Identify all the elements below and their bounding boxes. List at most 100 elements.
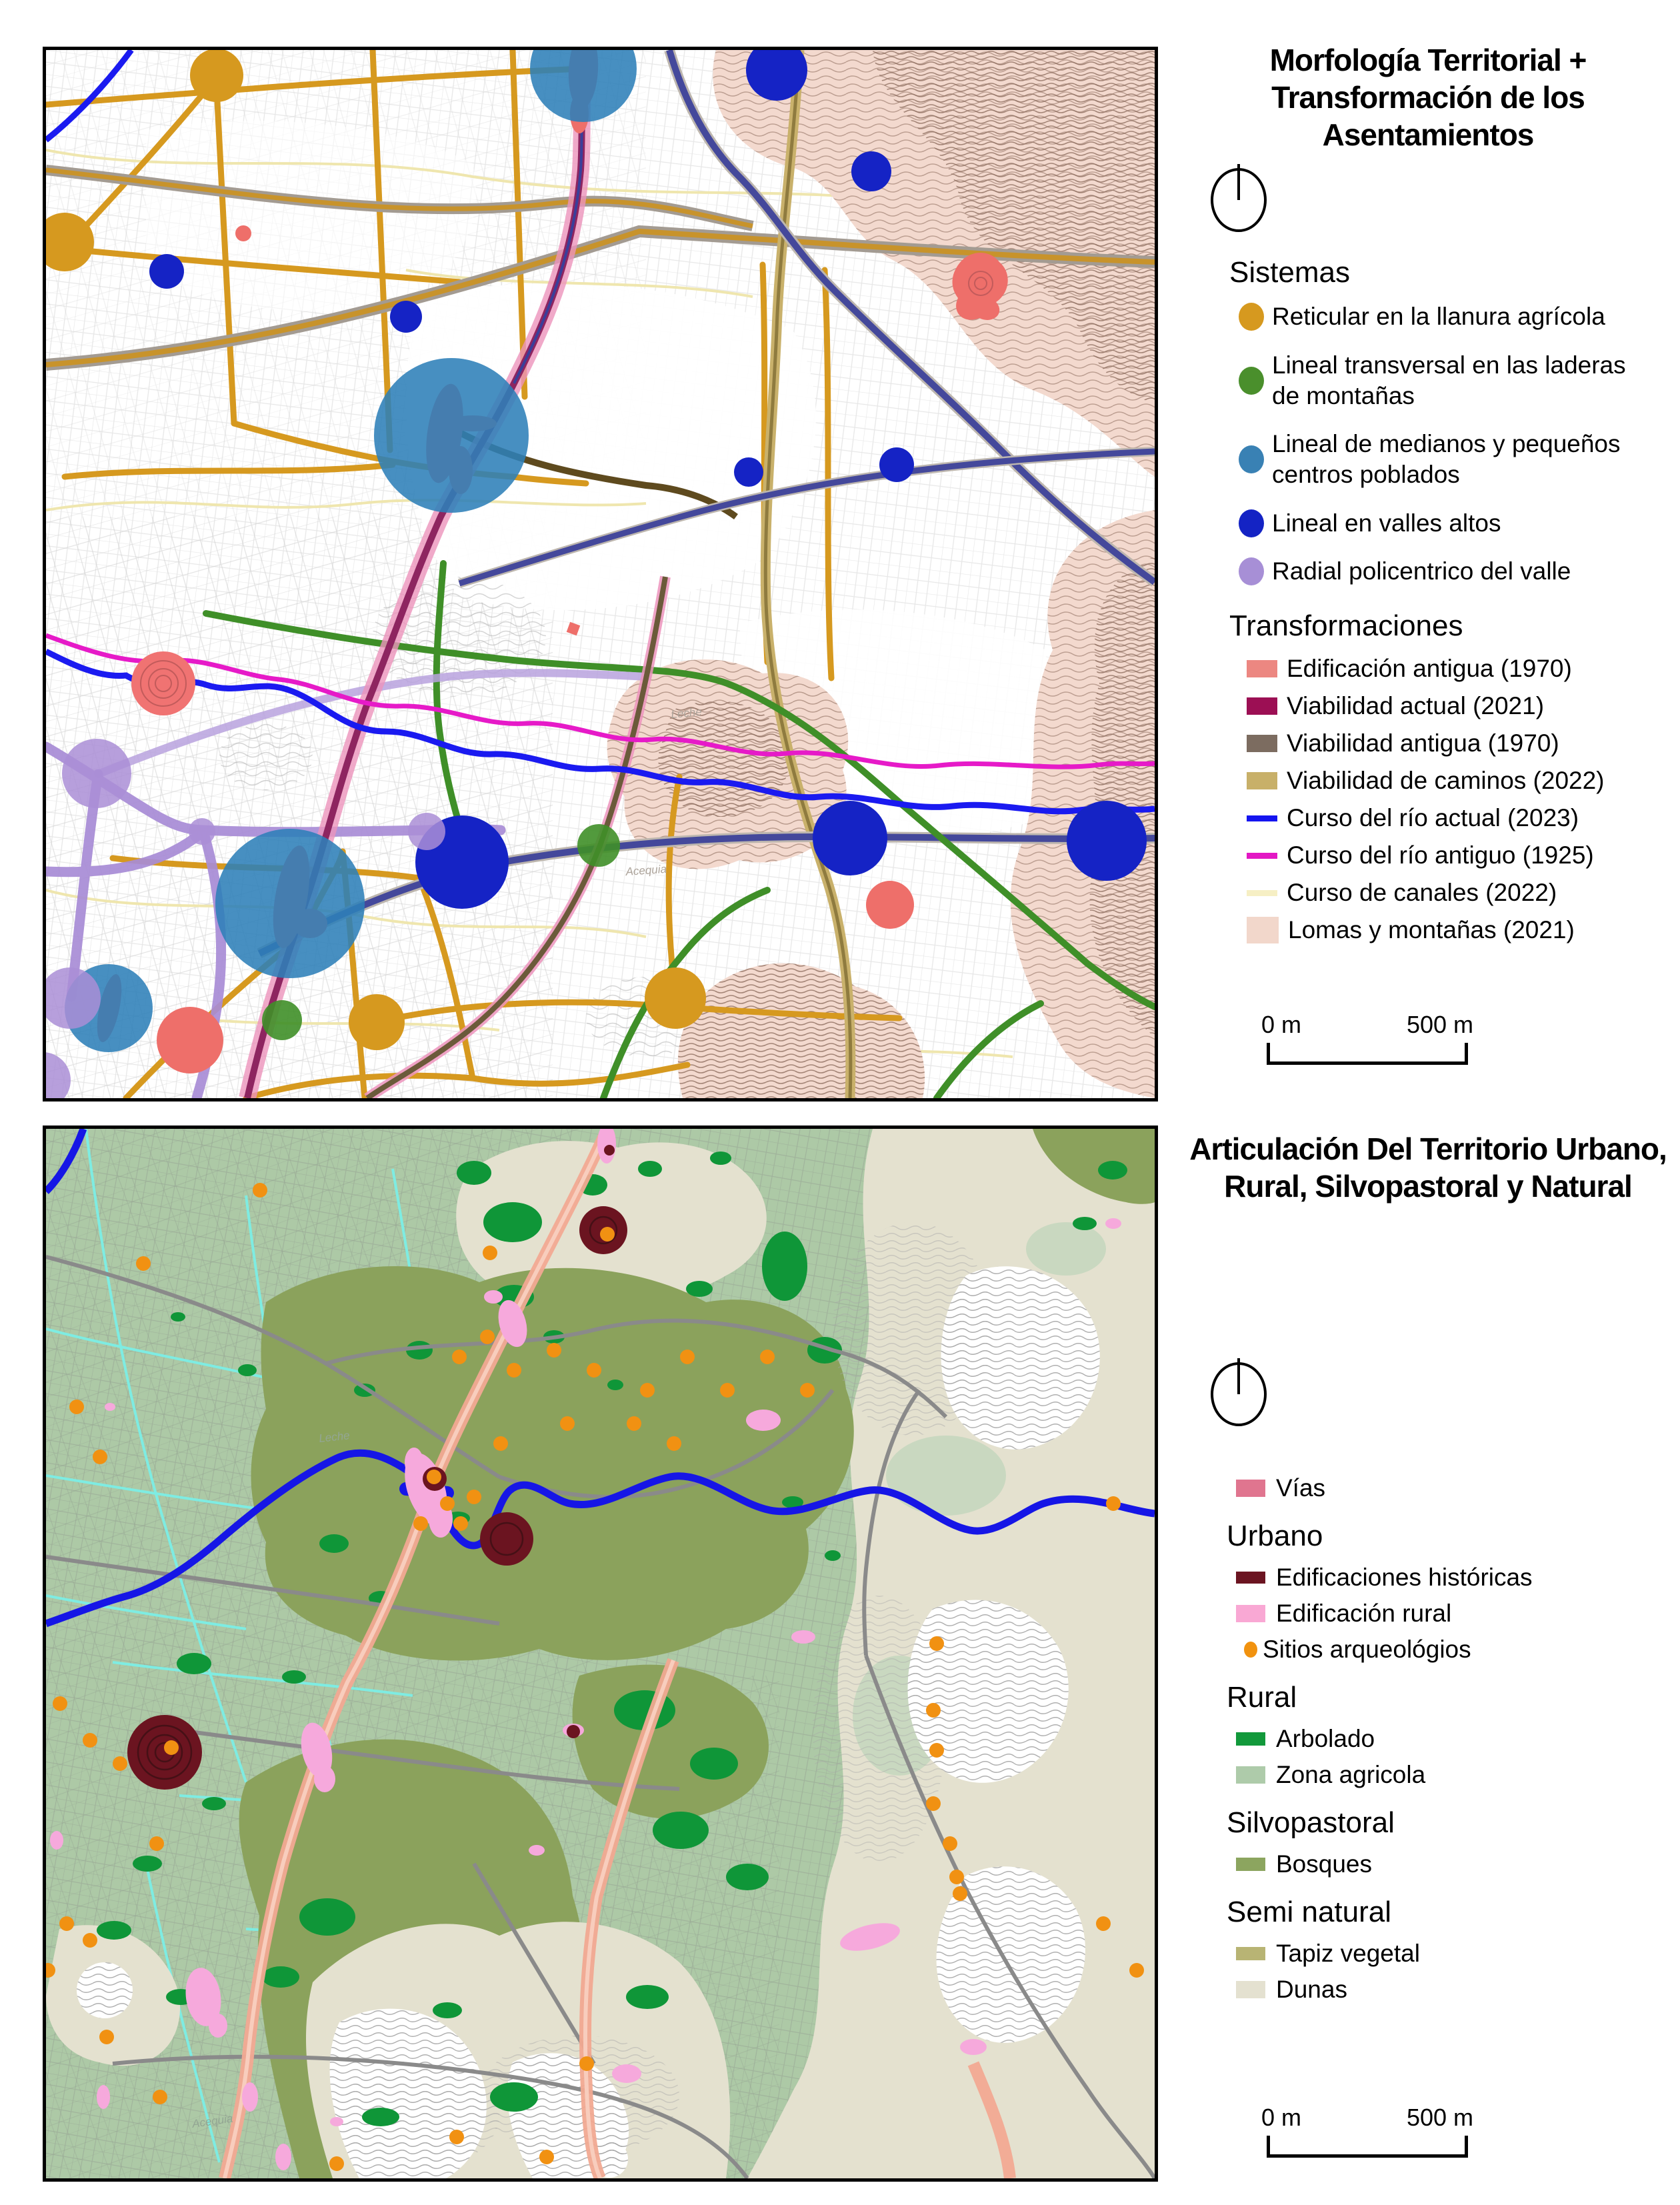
legend-item-label: Viabilidad de caminos (2022) (1287, 767, 1605, 795)
reticular-swatch (1239, 303, 1264, 331)
legend-item-label: Edificación rural (1276, 1600, 1452, 1628)
north-arrow-icon (1211, 1358, 1267, 1427)
map-morfologia-canvas: Acequia Leche (46, 50, 1155, 1098)
legend-item-lomas-montanas: Lomas y montañas (2021) (1247, 916, 1669, 944)
map-articulacion-canvas: Acequia Leche (46, 1129, 1155, 2178)
map1-sistema-circles (46, 50, 1147, 1098)
circles-reticular (46, 50, 706, 1050)
dunas-swatch (1236, 1981, 1265, 1999)
urbano-header: Urbano (1227, 1520, 1323, 1553)
legend-item-label: Curso de canales (2022) (1287, 879, 1557, 907)
map2-edificaciones-historicas (127, 1145, 627, 1790)
legend-item-label: Curso del río actual (2023) (1287, 804, 1579, 832)
legend-item-label: Bosques (1276, 1850, 1372, 1878)
legend-item-radial: Radial policentrico del valle (1239, 556, 1669, 587)
scalebar-bracket (1267, 1043, 1468, 1065)
circles-lineal-transversal (262, 824, 620, 1040)
legend-item-label: Lineal en valles altos (1272, 509, 1501, 537)
lineal-transversal-swatch (1239, 366, 1264, 395)
edificacion-antigua-swatch (1247, 660, 1277, 678)
map-morfologia-territorial: Acequia Leche (43, 47, 1158, 1101)
legend-item-valles-altos: Lineal en valles altos (1239, 508, 1669, 539)
legend-item-zona-agricola: Zona agricola (1236, 1761, 1669, 1789)
vias-swatch (1236, 1480, 1265, 1498)
legend-item-label: Reticular en la llanura agrícola (1272, 303, 1605, 331)
legend-item-edificaciones-historicas: Edificaciones históricas (1236, 1564, 1669, 1592)
scale-end-label: 500 m (1406, 2104, 1473, 2132)
viabilidad-caminos-swatch (1247, 772, 1277, 790)
legend-item-label: Tapiz vegetal (1276, 1940, 1420, 1968)
legend-item-label: Lomas y montañas (2021) (1288, 916, 1575, 944)
map1-viabilidad-caminos (760, 50, 856, 1098)
legend-item-label: Viabilidad actual (2021) (1287, 692, 1545, 720)
legend-item-dunas: Dunas (1236, 1976, 1669, 2004)
legend-item-label: Zona agricola (1276, 1761, 1426, 1789)
legend-item-label: Vías (1276, 1474, 1326, 1502)
valles-altos-swatch (1239, 509, 1264, 537)
curso-canales-swatch (1247, 889, 1277, 896)
silvopastoral-header: Silvopastoral (1227, 1806, 1395, 1840)
legend-item-tapiz-vegetal: Tapiz vegetal (1236, 1940, 1669, 1968)
legend-item-label: Curso del río antiguo (1925) (1287, 841, 1594, 869)
legend-item-label: Radial policentrico del valle (1272, 557, 1571, 585)
semi-natural-header: Semi natural (1227, 1896, 1392, 1929)
scalebar-2: 0 m 500 m (1261, 2104, 1669, 2158)
legend-item-arbolado: Arbolado (1236, 1725, 1669, 1753)
legend-item-curso-rio-antiguo: Curso del río antiguo (1925) (1247, 841, 1669, 869)
map1-gray-contour-patches (219, 577, 706, 1057)
bosques-swatch (1236, 1858, 1265, 1872)
map-articulacion-territorio: Acequia Leche (43, 1126, 1158, 2182)
legend-item-label: Arbolado (1276, 1725, 1375, 1753)
legend-item-lineal-medianos: Lineal de medianos y pequeños centros po… (1239, 429, 1669, 491)
arbolado-swatch (1236, 1732, 1265, 1746)
map2-montanas-contornos (77, 1222, 1100, 2178)
edificacion-rural-swatch (1236, 1605, 1265, 1623)
scale-end-label: 500 m (1406, 1011, 1473, 1039)
circles-valles-altos (149, 50, 1147, 909)
legend-item-viabilidad-antigua: Viabilidad antigua (1970) (1247, 729, 1669, 757)
rural-header: Rural (1227, 1681, 1297, 1714)
tapiz-vegetal-swatch (1236, 1947, 1265, 1961)
legend-item-curso-canales: Curso de canales (2022) (1247, 879, 1669, 907)
lineal-medianos-swatch (1239, 445, 1264, 474)
legend-item-edificacion-antigua: Edificación antigua (1970) (1247, 655, 1669, 683)
river-label: Leche (671, 705, 703, 721)
scalebar-bracket (1267, 2136, 1468, 2158)
radial-swatch (1239, 557, 1264, 585)
legend-item-label: Edificaciones históricas (1276, 1564, 1533, 1592)
circles-radial (46, 739, 445, 1098)
legend-item-label: Viabilidad antigua (1970) (1287, 729, 1559, 757)
legend-item-sitios-arqueologicos: Sitios arqueológios (1236, 1636, 1669, 1664)
map1-curso-rio-actual (46, 50, 1155, 815)
panel2-title: Articulación Del Territorio Urbano, Rura… (1189, 1132, 1667, 1204)
sistemas-header: Sistemas (1229, 256, 1350, 289)
legend-articulacion: Articulación Del Territorio Urbano, Rura… (1187, 1130, 1669, 2158)
curso-rio-actual-swatch (1247, 815, 1277, 821)
legend-item-curso-rio-actual: Curso del río actual (2023) (1247, 804, 1669, 832)
map1-valles-altos-roads (257, 50, 1155, 959)
north-arrow-icon (1211, 164, 1267, 233)
transformaciones-header: Transformaciones (1229, 609, 1463, 643)
map2-gray-roads (46, 1255, 1155, 2178)
scale-start-label: 0 m (1261, 2104, 1302, 2132)
legend-item-viabilidad-caminos: Viabilidad de caminos (2022) (1247, 767, 1669, 795)
viabilidad-actual-swatch (1247, 697, 1277, 715)
lomas-montanas-swatch (1247, 917, 1279, 944)
scalebar-1: 0 m 500 m (1261, 1011, 1669, 1065)
legend-morfologia: Morfología Territorial + Transformación … (1187, 41, 1669, 1065)
legend-item-viabilidad-actual: Viabilidad actual (2021) (1247, 692, 1669, 720)
legend-item-label: Edificación antigua (1970) (1287, 655, 1572, 683)
map2-sitios-arqueologicos (46, 1183, 1144, 2171)
panel1-title: Morfología Territorial + Transformación … (1269, 43, 1587, 153)
legend-item-reticular: Reticular en la llanura agrícola (1239, 301, 1669, 332)
scale-start-label: 0 m (1261, 1011, 1302, 1039)
legend-item-edificacion-rural: Edificación rural (1236, 1600, 1669, 1628)
viabilidad-antigua-swatch (1247, 735, 1277, 753)
legend-item-label: Lineal de medianos y pequeños centros po… (1272, 430, 1621, 489)
legend-item-label: Lineal transversal en las laderas de mon… (1272, 351, 1626, 409)
river-label: Leche (318, 1429, 350, 1445)
zona-agricola-swatch (1236, 1766, 1265, 1784)
legend-item-vias: Vías (1236, 1474, 1669, 1502)
legend-item-label: Sitios arqueológios (1263, 1636, 1471, 1664)
curso-rio-antiguo-swatch (1247, 852, 1277, 859)
